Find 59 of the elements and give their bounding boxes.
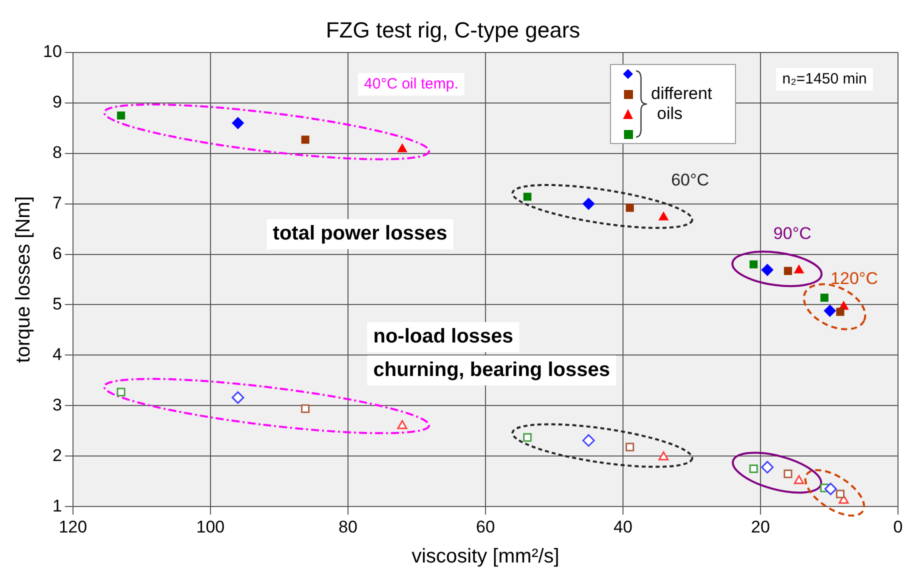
point (232, 117, 244, 130)
point (749, 464, 758, 474)
y-tick-label: 2 (52, 446, 62, 465)
annotation: no-load losses (373, 326, 514, 348)
annotation: 40°C oil temp. (364, 75, 458, 92)
point (761, 460, 774, 474)
point (820, 294, 828, 302)
x-tick-label: 40 (614, 517, 632, 536)
point (784, 470, 792, 478)
annotation: 120°C (830, 269, 878, 288)
point (582, 198, 595, 210)
point (582, 434, 595, 447)
point (117, 111, 126, 120)
point (794, 264, 804, 274)
point (523, 433, 532, 442)
point (116, 388, 126, 396)
point (836, 490, 845, 498)
y-tick-label: 1 (52, 496, 62, 516)
annotation: 90°C (773, 224, 812, 243)
point (824, 304, 836, 317)
point (836, 308, 844, 316)
annotation: n₂=1450 min (782, 70, 867, 88)
x-tick-label: 80 (338, 517, 358, 536)
x-tick-label: 20 (751, 517, 770, 536)
point (523, 192, 532, 201)
y-tick-label: 6 (52, 244, 62, 263)
point (750, 260, 758, 268)
x-axis-title: viscosity [mm²/s] (412, 546, 560, 568)
annotation: total power losses (272, 222, 448, 245)
y-tick-label: 3 (52, 395, 62, 414)
x-tick-label: 120 (58, 517, 88, 536)
point (397, 144, 408, 152)
point (824, 482, 837, 496)
point (626, 204, 634, 212)
point (301, 136, 310, 144)
y-tick-label: 8 (52, 143, 62, 162)
legend-title: different oils (651, 84, 712, 124)
point (397, 420, 408, 430)
annotation: 60°C (671, 170, 710, 190)
annotation: churning, bearing losses (373, 358, 610, 381)
chart-title: FZG test rig, C-type gears (326, 17, 580, 42)
point (784, 266, 792, 275)
y-tick-label: 7 (52, 193, 62, 212)
y-tick-label: 4 (52, 344, 62, 364)
point (794, 475, 804, 484)
y-axis-title: torque losses [Nm] (12, 196, 35, 363)
point (232, 391, 244, 404)
point (761, 264, 774, 276)
y-tick-label: 9 (52, 92, 62, 112)
point (658, 212, 668, 220)
point (301, 404, 310, 413)
x-tick-label: 100 (196, 517, 225, 536)
x-tick-label: 0 (893, 517, 903, 536)
x-tick-label: 60 (476, 517, 495, 536)
point (658, 451, 669, 460)
point (626, 442, 634, 452)
y-tick-label: 10 (42, 42, 62, 62)
key-box: different oils (610, 64, 736, 144)
y-tick-label: 5 (52, 294, 62, 314)
